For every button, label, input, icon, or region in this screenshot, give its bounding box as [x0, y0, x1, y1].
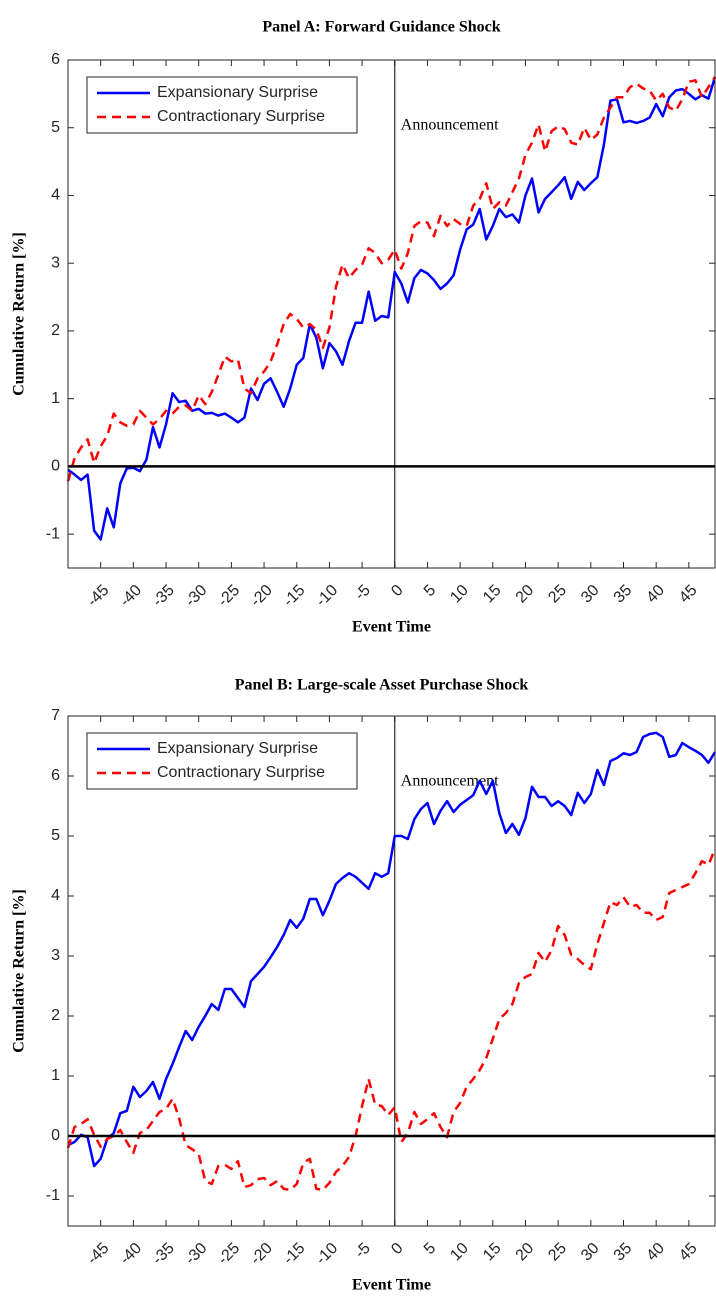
x-tick-label: -45 [84, 1240, 112, 1268]
x-tick-label: 35 [611, 582, 636, 607]
x-tick-label: 45 [676, 582, 701, 607]
plot-frame [67, 715, 716, 1227]
x-tick-label: -25 [215, 1240, 243, 1268]
x-tick-label: 10 [447, 1240, 472, 1265]
panel-title: Panel A: Forward Guidance Shock [262, 19, 500, 36]
legend-label: Expansionary Surprise [157, 740, 318, 757]
y-tick-label: 2 [51, 1007, 60, 1024]
legend-label: Contractionary Surprise [157, 764, 325, 781]
x-tick-label: -10 [313, 582, 341, 610]
plot-frame [67, 59, 716, 569]
y-axis-label: Cumulative Return [%] [11, 232, 28, 396]
y-tick-label: 6 [51, 51, 60, 68]
x-tick-label: 20 [513, 1240, 538, 1265]
x-tick-label: -30 [182, 1240, 210, 1268]
x-tick-label: -20 [247, 1240, 275, 1268]
y-tick-label: 0 [51, 1127, 60, 1144]
x-tick-label: -15 [280, 582, 308, 610]
plot-area [68, 716, 715, 1226]
x-tick-label: 40 [643, 1240, 668, 1265]
y-tick-label: 3 [51, 947, 60, 964]
plot-area [68, 60, 715, 568]
legend-box [86, 732, 358, 790]
x-tick-label: 40 [643, 582, 668, 607]
x-tick-label: -15 [280, 1240, 308, 1268]
x-tick-label: 5 [421, 582, 439, 600]
series-line [67, 731, 716, 1168]
x-tick-label: 15 [480, 1240, 505, 1265]
series-line [66, 848, 716, 1192]
x-tick-label: -20 [247, 582, 275, 610]
y-tick-label: 5 [51, 827, 60, 844]
y-tick-label: 6 [51, 767, 60, 784]
y-tick-label: 4 [51, 187, 60, 204]
x-tick-label: 10 [447, 582, 472, 607]
y-tick-label: 0 [51, 458, 60, 475]
legend-box [86, 76, 358, 134]
x-tick-label: 25 [545, 582, 570, 607]
x-tick-label: -10 [313, 1240, 341, 1268]
x-axis-label: Event Time [352, 1277, 431, 1294]
y-axis-label: Cumulative Return [%] [11, 889, 28, 1053]
y-tick-label: 1 [51, 1067, 60, 1084]
legend-label: Expansionary Surprise [157, 84, 318, 101]
x-tick-label: 0 [388, 582, 406, 600]
panel-title: Panel B: Large-scale Asset Purchase Shoc… [235, 677, 529, 694]
x-tick-label: -40 [117, 1240, 145, 1268]
x-tick-label: -5 [352, 1240, 374, 1262]
y-tick-label: 5 [51, 119, 60, 136]
y-tick-label: 7 [51, 707, 60, 724]
series-line [66, 76, 716, 482]
x-tick-label: 5 [421, 1240, 439, 1258]
x-tick-label: 45 [676, 1240, 701, 1265]
x-tick-label: 35 [611, 1240, 636, 1265]
x-tick-label: -25 [215, 582, 243, 610]
y-tick-label: 4 [51, 887, 60, 904]
legend-label: Contractionary Surprise [157, 108, 325, 125]
x-tick-label: 30 [578, 582, 603, 607]
x-tick-label: -30 [182, 582, 210, 610]
x-tick-label: -35 [149, 582, 177, 610]
x-tick-label: -45 [84, 582, 112, 610]
series-line [67, 76, 716, 541]
x-tick-label: 20 [513, 582, 538, 607]
x-tick-label: 15 [480, 582, 505, 607]
x-tick-label: -35 [149, 1240, 177, 1268]
x-tick-label: -40 [117, 582, 145, 610]
y-tick-label: -1 [46, 1187, 60, 1204]
annotation: Announcement [401, 773, 499, 790]
annotation: Announcement [401, 117, 499, 134]
x-tick-label: 25 [545, 1240, 570, 1265]
y-tick-label: 2 [51, 322, 60, 339]
y-tick-label: 1 [51, 390, 60, 407]
y-tick-label: -1 [46, 525, 60, 542]
x-tick-label: -5 [352, 582, 374, 604]
x-axis-label: Event Time [352, 619, 431, 636]
x-tick-label: 0 [388, 1240, 406, 1258]
x-tick-label: 30 [578, 1240, 603, 1265]
y-tick-label: 3 [51, 254, 60, 271]
